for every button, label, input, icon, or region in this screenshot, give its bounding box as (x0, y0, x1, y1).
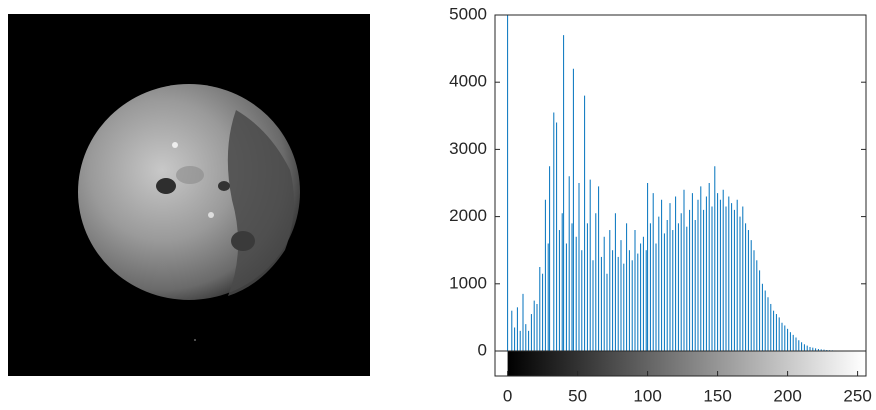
x-tick-label: 50 (568, 386, 587, 405)
plot-area (507, 15, 859, 351)
axes-frame (494, 14, 867, 377)
moon-image (8, 14, 370, 376)
y-tick-label: 2000 (449, 206, 487, 225)
y-tick-label: 1000 (449, 273, 487, 292)
x-tick-label: 150 (703, 386, 731, 405)
y-tick-label: 4000 (449, 72, 487, 91)
y-tick-label: 5000 (449, 4, 487, 23)
y-tick-label: 0 (478, 340, 487, 359)
x-tick-label: 250 (843, 386, 871, 405)
gray-colorbar (507, 351, 865, 376)
x-tick-label: 200 (773, 386, 801, 405)
x-tick-label: 0 (503, 386, 512, 405)
axes-box (494, 14, 867, 377)
y-tick-label: 3000 (449, 139, 487, 158)
x-tick-label: 100 (633, 386, 661, 405)
